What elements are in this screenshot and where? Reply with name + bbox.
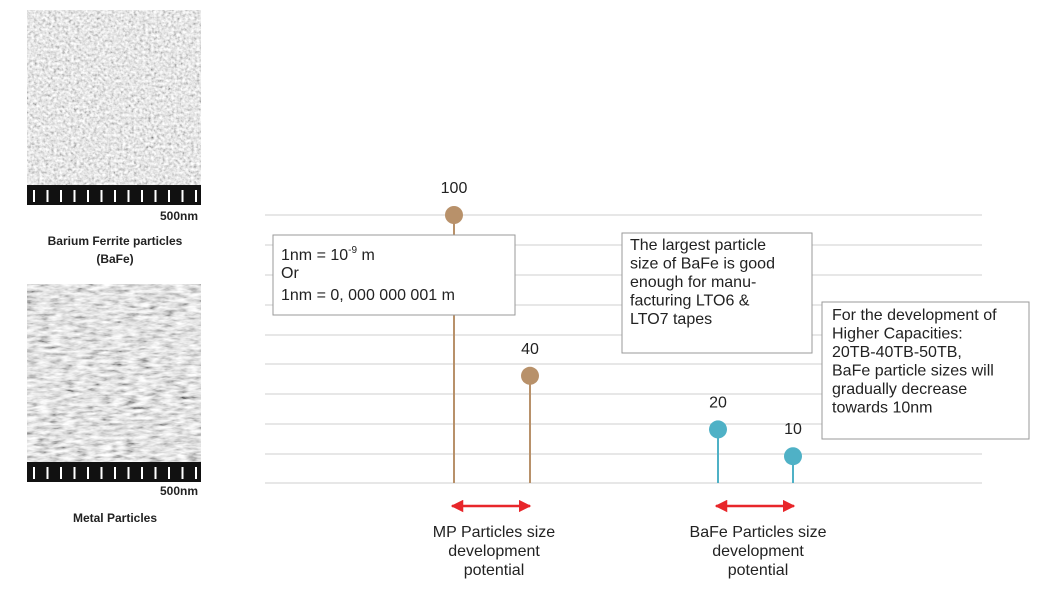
- annotation-box: [621, 232, 813, 354]
- range-label: development: [712, 543, 804, 560]
- dot: [709, 420, 727, 439]
- dot: [521, 366, 539, 385]
- image-caption: (BaFe): [96, 252, 133, 266]
- value-label: 20: [709, 394, 727, 411]
- image-caption: Metal Particles: [73, 511, 157, 525]
- range-label: development: [448, 543, 540, 560]
- annotation-text: 1nm = 0, 000 000 001 m: [281, 287, 455, 304]
- micrograph: [27, 284, 201, 482]
- annotation-text: enough for manu-: [630, 274, 756, 291]
- texts: 500nm Barium Ferrite particles (BaFe) 500nm…: [48, 180, 997, 579]
- annotation-text: 20TB-40TB-50TB,: [832, 344, 962, 361]
- scale-label: 500nm: [160, 484, 198, 498]
- scale-label: 500nm: [160, 209, 198, 223]
- range-label: MP Particles size: [433, 524, 556, 541]
- annotation-text: Higher Capacities:: [832, 326, 963, 343]
- micrograph: [27, 10, 201, 205]
- annotation-text: LTO7 tapes: [630, 311, 712, 328]
- annotation-text: The largest particle: [630, 237, 766, 254]
- annotation-text: 1nm = 10: [281, 247, 348, 264]
- value-label: 40: [521, 341, 539, 358]
- annotation-box: [821, 301, 1030, 440]
- range-label: potential: [728, 562, 789, 579]
- superscript: -9: [348, 245, 357, 256]
- image-caption: Barium Ferrite particles: [48, 234, 183, 248]
- annotation-text: For the development of: [832, 307, 997, 324]
- scale-bar: [33, 190, 197, 479]
- range-label: potential: [464, 562, 525, 579]
- annotation-text: BaFe particle sizes will: [832, 363, 994, 380]
- value-label: 10: [784, 421, 802, 438]
- annotation-box: [272, 234, 516, 316]
- annotation-text: 1nm = 10-9 m: [281, 245, 375, 264]
- value-label: 100: [441, 180, 468, 197]
- annotation-text: Or: [281, 265, 299, 282]
- annotation-text: m: [357, 247, 375, 264]
- annotation-text: size of BaFe is good: [630, 256, 775, 273]
- annotation-text: facturing LTO6 &: [630, 293, 750, 310]
- dot: [784, 447, 802, 466]
- dot: [445, 206, 463, 224]
- range-label: BaFe Particles size: [690, 524, 827, 541]
- annotation-text: gradually decrease: [832, 381, 967, 398]
- annotation-text: towards 10nm: [832, 400, 933, 417]
